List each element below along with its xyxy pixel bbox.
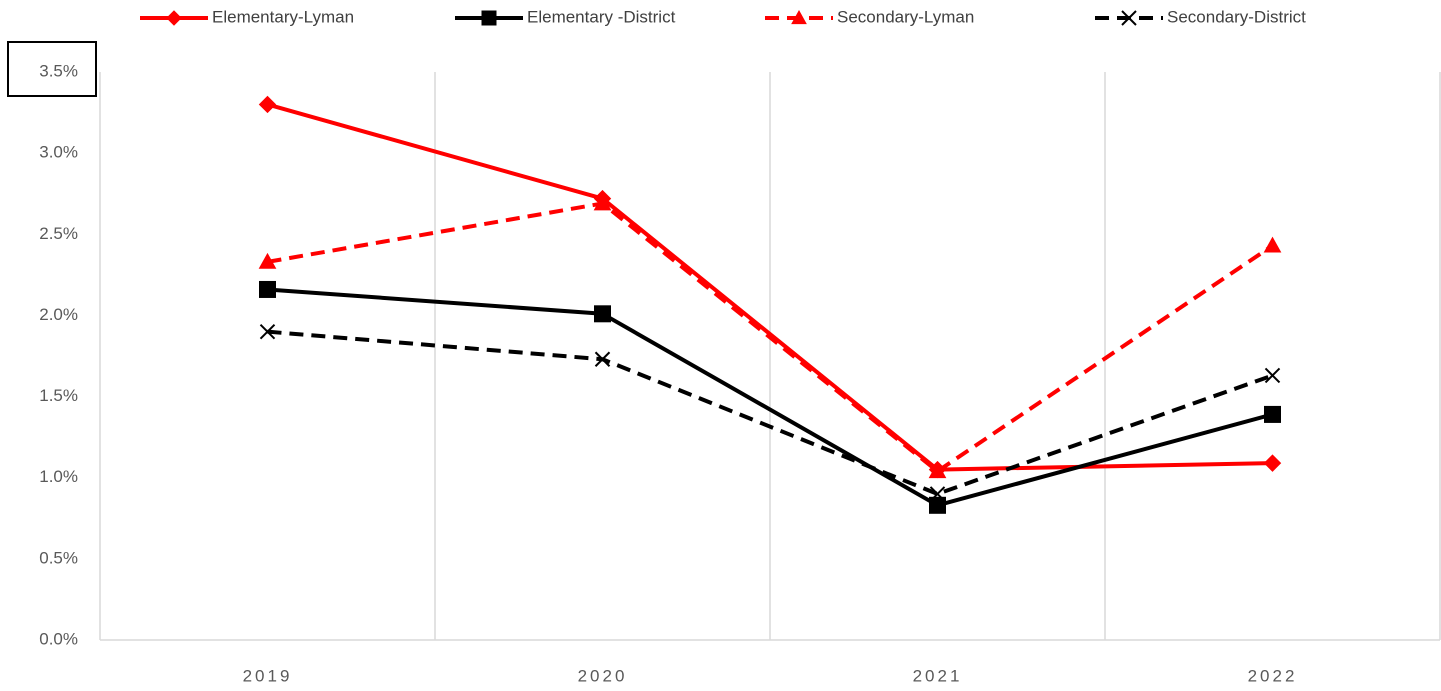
marker bbox=[594, 305, 611, 323]
x-tick-label: 2020 bbox=[578, 666, 628, 685]
series-line bbox=[267, 287, 1274, 508]
x-tick-label: 2019 bbox=[243, 666, 293, 685]
marker bbox=[166, 10, 182, 26]
marker bbox=[1263, 236, 1282, 253]
highlight-box bbox=[7, 41, 97, 97]
marker bbox=[259, 323, 276, 340]
y-tick-label: 2.0% bbox=[39, 305, 78, 324]
legend-label: Elementary-Lyman bbox=[212, 7, 354, 26]
y-tick-label: 0.5% bbox=[39, 548, 78, 567]
x-tick-label: 2021 bbox=[913, 666, 963, 685]
marker bbox=[1264, 367, 1281, 384]
legend-label: Elementary -District bbox=[527, 7, 676, 26]
marker bbox=[259, 280, 276, 298]
marker bbox=[594, 351, 611, 367]
marker bbox=[1263, 454, 1282, 472]
legend-label: Secondary-Lyman bbox=[837, 7, 974, 26]
legend-label: Secondary-District bbox=[1167, 7, 1306, 26]
marker bbox=[481, 10, 497, 26]
marker bbox=[928, 462, 947, 479]
y-tick-label: 3.5% bbox=[39, 61, 78, 80]
marker bbox=[258, 95, 277, 114]
series-line bbox=[267, 329, 1274, 496]
marker bbox=[258, 252, 277, 269]
x-tick-label: 2022 bbox=[1248, 666, 1298, 685]
y-tick-label: 1.0% bbox=[39, 467, 78, 486]
marker bbox=[1264, 405, 1281, 423]
y-tick-label: 2.5% bbox=[39, 224, 78, 243]
series-line bbox=[267, 201, 1274, 474]
marker bbox=[929, 496, 946, 514]
marker bbox=[593, 194, 612, 211]
y-tick-label: 0.0% bbox=[39, 629, 78, 648]
y-tick-label: 3.0% bbox=[39, 143, 78, 162]
marker bbox=[791, 9, 807, 25]
series-line bbox=[266, 102, 1273, 472]
marker bbox=[929, 486, 946, 502]
y-tick-label: 1.5% bbox=[39, 386, 78, 405]
marker bbox=[1121, 10, 1137, 26]
